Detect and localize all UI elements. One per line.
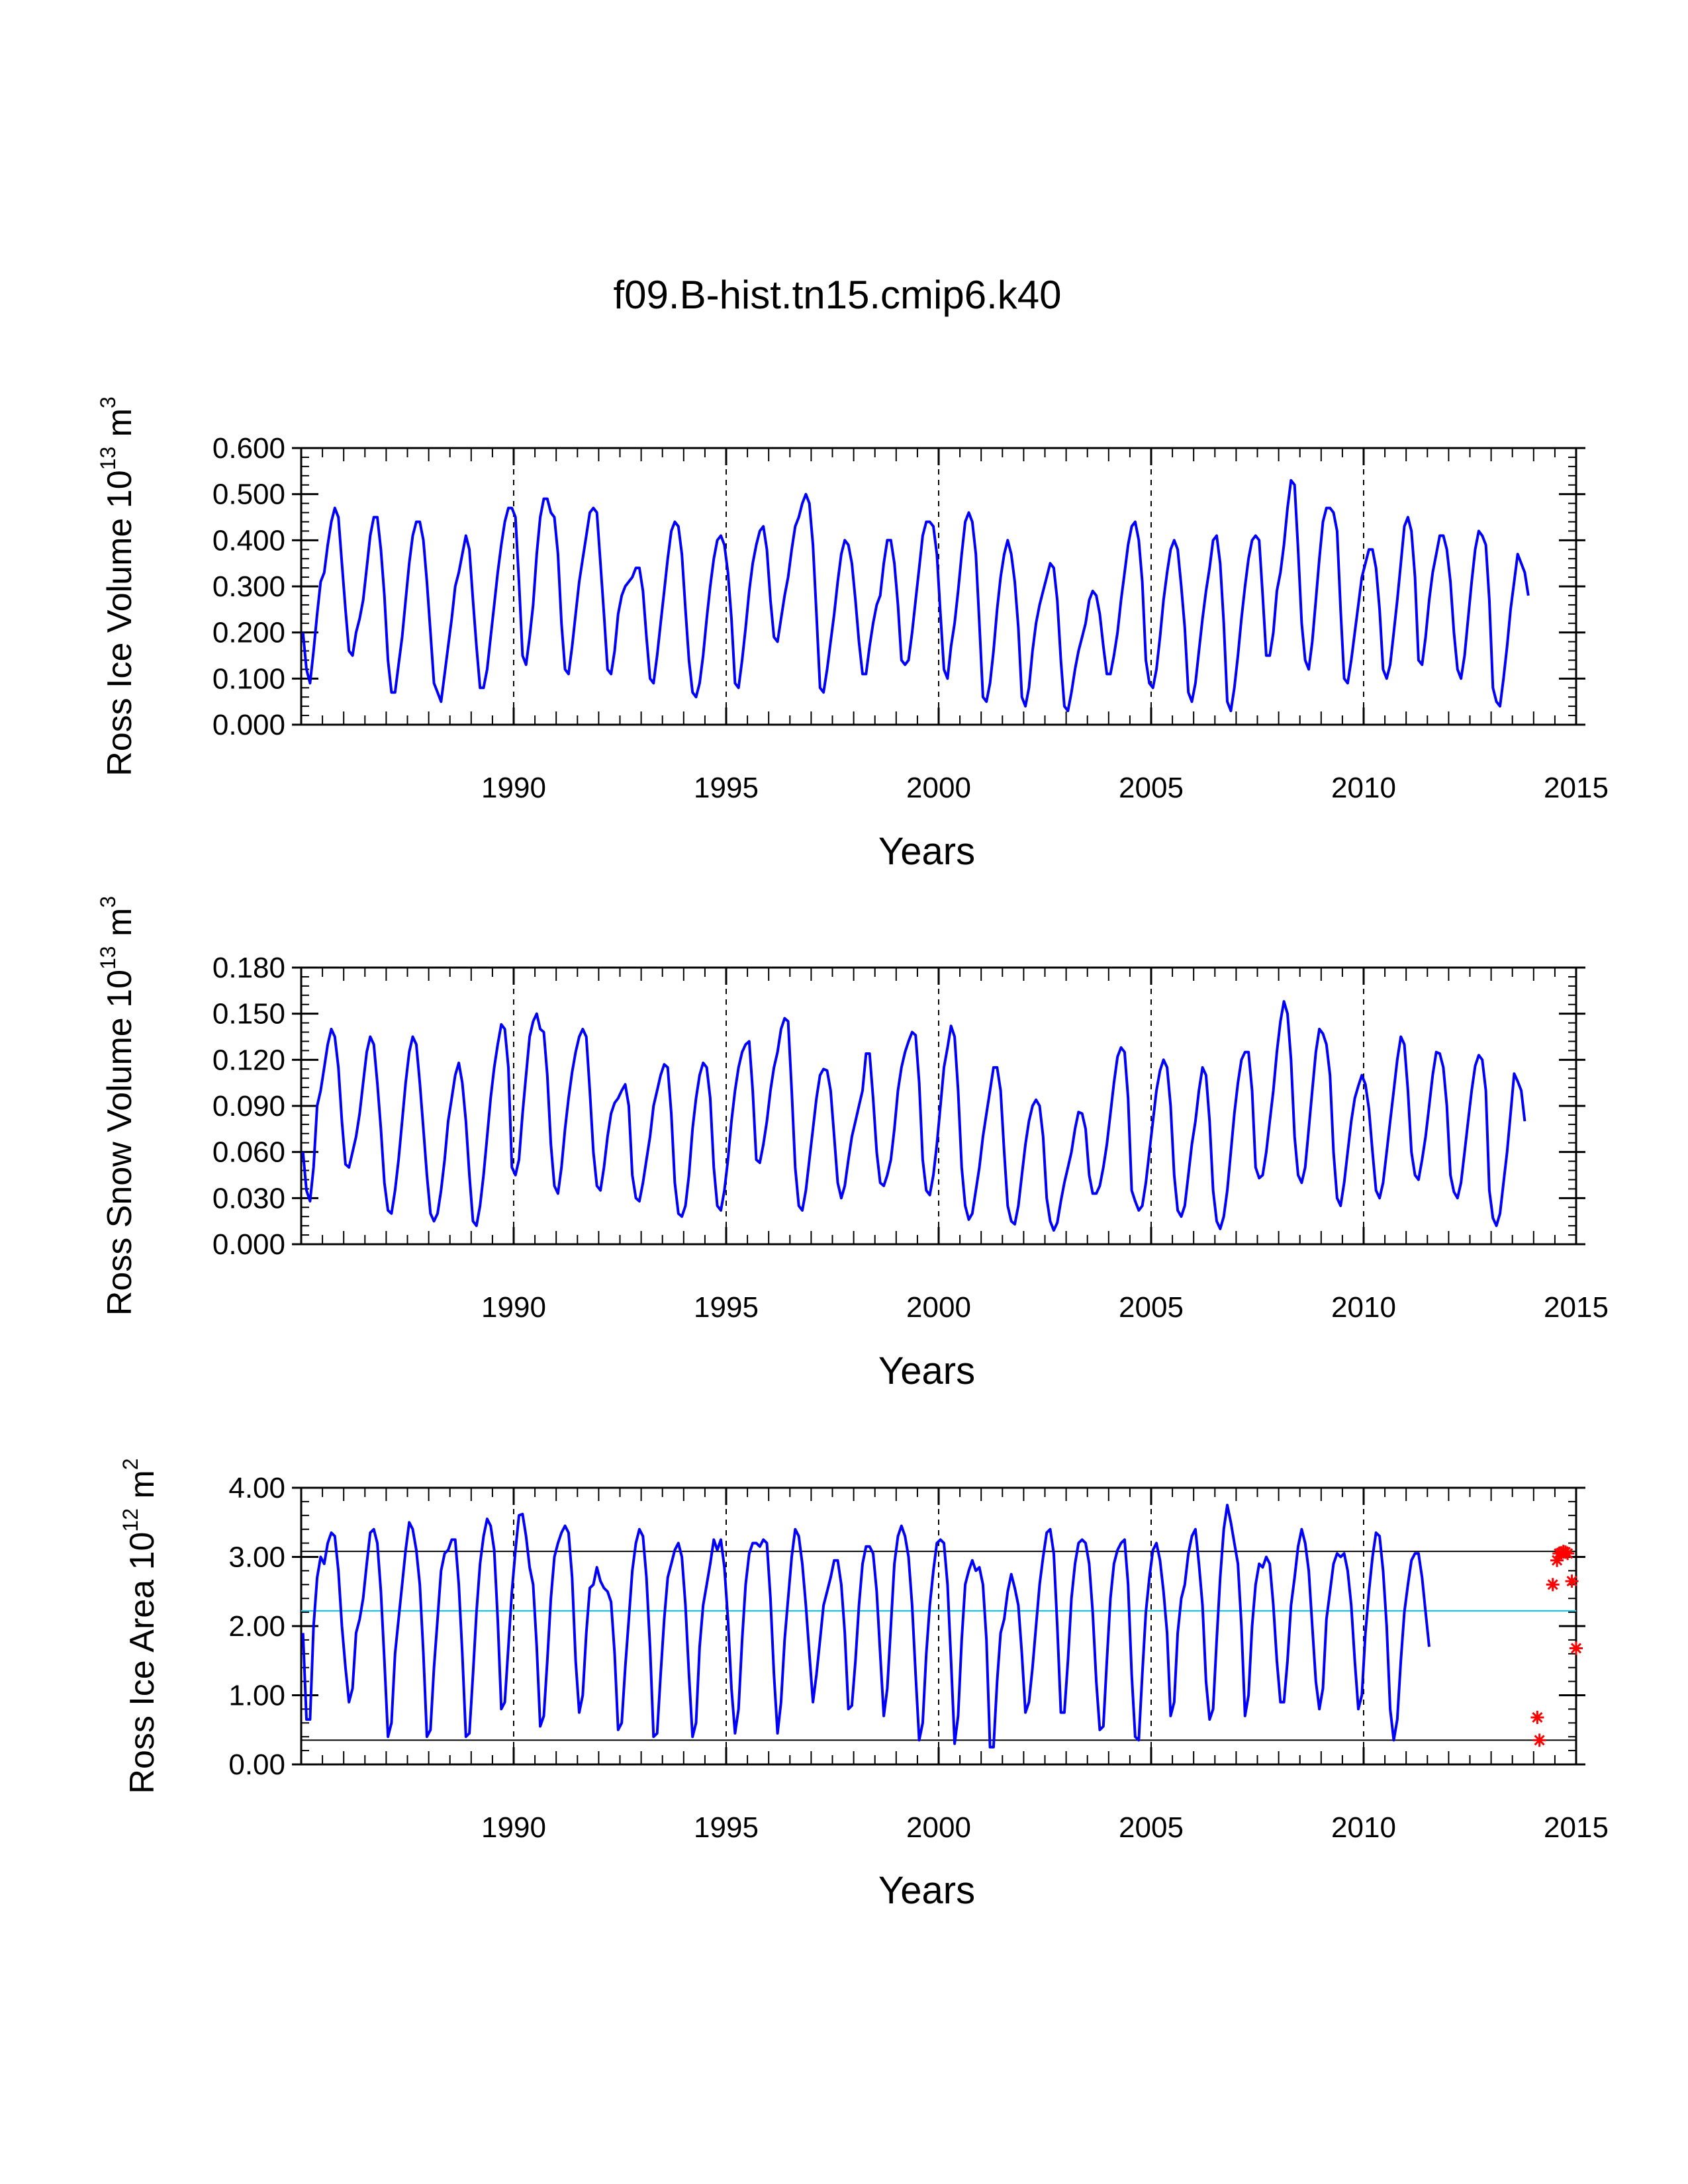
y-tick-label: 0.150 — [212, 998, 285, 1030]
y-tick-label: 2.00 — [228, 1610, 285, 1643]
ice-area-x-axis-label: Years — [878, 1869, 975, 1912]
x-tick-label: 1990 — [481, 1291, 546, 1324]
y-tick-label: 0.120 — [212, 1044, 285, 1076]
x-tick-label: 1995 — [694, 772, 759, 804]
x-tick-label: 2015 — [1544, 772, 1609, 804]
ice-area-y-axis-label: Ross Ice Area 1012 m2 — [118, 1458, 162, 1794]
y-tick-label: 0.300 — [212, 570, 285, 603]
y-tick-label: 0.600 — [212, 432, 285, 465]
marker-stroke — [1562, 1548, 1573, 1559]
y-tick-label: 4.00 — [228, 1472, 285, 1504]
y-tick-label: 0.400 — [212, 524, 285, 557]
x-tick-label: 2010 — [1331, 772, 1396, 804]
x-tick-label: 2005 — [1119, 1291, 1184, 1324]
marker-stroke — [1532, 1711, 1543, 1723]
ice-volume-y-axis-label: Ross Ice Volume 1013 m3 — [96, 396, 139, 776]
y-tick-label: 0.060 — [212, 1136, 285, 1169]
x-tick-label: 2000 — [906, 772, 971, 804]
x-tick-label: 2000 — [906, 1811, 971, 1844]
x-tick-label: 2010 — [1331, 1811, 1396, 1844]
snow-volume-y-axis-label: Ross Snow Volume 1013 m3 — [96, 896, 139, 1316]
marker-stroke — [1547, 1579, 1558, 1590]
ice-volume-x-axis-label: Years — [878, 830, 975, 873]
y-tick-label: 0.180 — [212, 952, 285, 984]
ice-volume-panel: Ross Ice Volume 1013 m3 Years 0.000 0.100… — [96, 396, 1609, 873]
x-tick-label: 2005 — [1119, 772, 1184, 804]
data-marker — [1546, 1578, 1560, 1592]
y-tick-label: 0.100 — [212, 662, 285, 695]
snow-volume-x-axis-label: Years — [878, 1349, 975, 1392]
y-tick-label: 3.00 — [228, 1541, 285, 1574]
x-tick-label: 2015 — [1544, 1291, 1609, 1324]
y-tick-label: 0.500 — [212, 478, 285, 511]
y-tick-label: 0.090 — [212, 1090, 285, 1122]
snow-volume-panel: Ross Snow Volume 1013 m3 Years 0.000 0.03… — [96, 896, 1609, 1392]
y-tick-label: 0.00 — [228, 1749, 285, 1781]
marker-stroke — [1566, 1576, 1577, 1587]
data-series-line — [301, 1000, 1526, 1232]
data-marker — [1561, 1547, 1575, 1561]
x-tick-label: 1990 — [481, 772, 546, 804]
y-tick-label: 1.00 — [228, 1680, 285, 1712]
y-tick-label: 0.030 — [212, 1182, 285, 1214]
x-tick-label: 2000 — [906, 1291, 971, 1324]
ice-area-panel: Ross Ice Area 1012 m2 Years 0.00 1.00 2.00… — [118, 1458, 1609, 1912]
x-tick-label: 1990 — [481, 1811, 546, 1844]
y-tick-label: 0.000 — [212, 1228, 285, 1261]
x-tick-label: 2015 — [1544, 1811, 1609, 1844]
x-tick-label: 2005 — [1119, 1811, 1184, 1844]
data-marker — [1565, 1574, 1579, 1588]
x-tick-label: 2010 — [1331, 1291, 1396, 1324]
y-tick-label: 0.200 — [212, 617, 285, 649]
data-marker — [1530, 1710, 1544, 1724]
data-marker — [1532, 1733, 1546, 1747]
data-marker — [1570, 1641, 1583, 1655]
data-series-line — [301, 1504, 1430, 1749]
y-tick-label: 0.000 — [212, 709, 285, 741]
x-tick-label: 1995 — [694, 1811, 759, 1844]
marker-stroke — [1570, 1643, 1582, 1654]
x-tick-label: 1995 — [694, 1291, 759, 1324]
data-series-line — [301, 478, 1530, 713]
marker-stroke — [1534, 1735, 1545, 1746]
figure-title: f09.B-hist.tn15.cmip6.k40 — [613, 273, 1061, 317]
